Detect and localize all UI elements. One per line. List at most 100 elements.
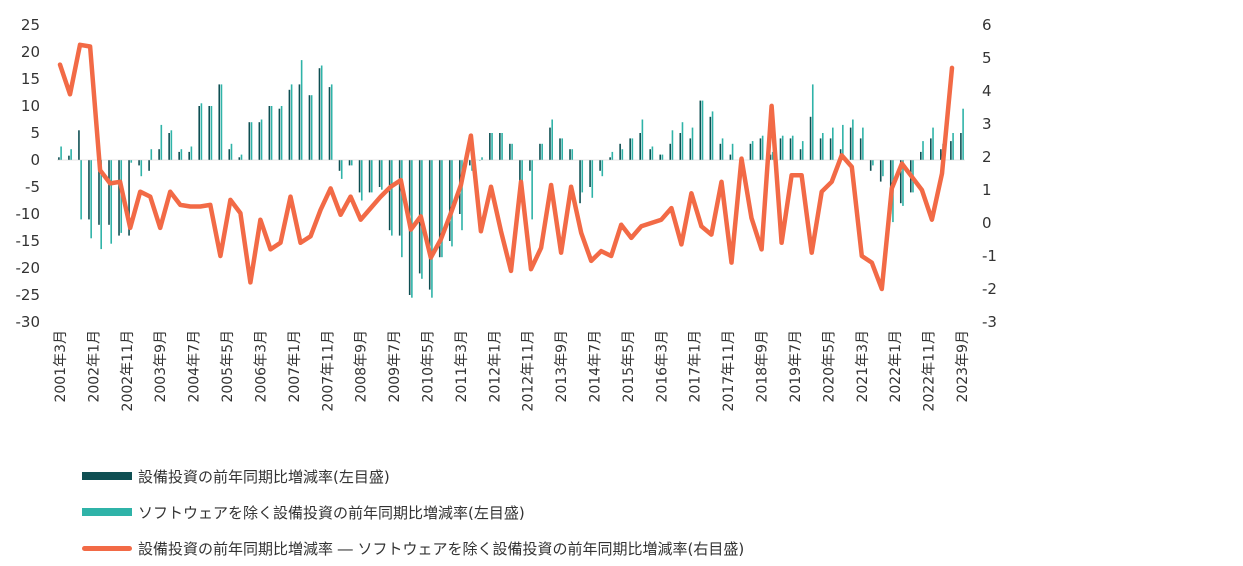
capex-ex-software-bar-74: [801, 141, 804, 160]
capex-ex-software-bar-59: [651, 146, 654, 160]
left-axis-ticks: 25 20 15 10 5 0 -5 -10 -15 -20 -25 -30: [16, 16, 41, 331]
capex-ex-software-bar-7: [130, 160, 133, 163]
capex-ex-software-bar-27: [330, 84, 333, 160]
capex-bar-73: [789, 138, 792, 160]
x-tick-label: 2015年5月: [621, 330, 637, 403]
left-tick-label: -5: [25, 178, 40, 196]
capex-bar-51: [569, 149, 571, 160]
x-tick-label: 2007年11月: [320, 330, 336, 411]
capex-bar-84: [899, 160, 902, 204]
x-tick-label: 2018年9月: [755, 330, 771, 403]
capex-bar-74: [799, 149, 802, 160]
capex-bar-9: [148, 160, 150, 171]
capex-bar-33: [388, 160, 391, 231]
capex-ex-software-bar-19: [250, 122, 253, 160]
x-tick-label: 2012年11月: [521, 330, 537, 411]
x-tick-label: 2023年9月: [955, 330, 971, 403]
capex-ex-software-bar-52: [581, 160, 584, 193]
left-tick-label: 5: [30, 124, 40, 142]
capex-ex-software-bar-46: [521, 160, 523, 187]
capex-bar-66: [719, 143, 722, 160]
capex-ex-software-bar-18: [240, 154, 243, 160]
capex-ex-software-bar-20: [260, 119, 263, 160]
left-tick-label: 0: [30, 151, 40, 169]
capex-ex-software-bar-48: [541, 143, 543, 160]
capex-ex-software-bar-16: [220, 84, 223, 160]
capex-ex-software-bar-63: [691, 127, 694, 160]
capex-ex-software-bar-67: [731, 143, 734, 160]
x-tick-label: 2002年11月: [120, 330, 136, 411]
capex-bar-3: [88, 160, 90, 220]
capex-bar-56: [619, 143, 621, 160]
capex-bar-10: [158, 149, 160, 160]
x-tick-label: 2004年7月: [187, 330, 203, 403]
capex-ex-software-bar-9: [150, 149, 153, 160]
right-tick-label: 4: [982, 82, 992, 100]
capex-bar-58: [639, 133, 641, 160]
capex-ex-software-bar-47: [531, 160, 533, 220]
capex-bar-65: [709, 116, 712, 160]
capex-bar-72: [779, 138, 782, 160]
capex-bar-81: [869, 160, 872, 171]
capex-ex-software-bar-13: [190, 146, 193, 160]
capex-ex-software-bar-70: [761, 135, 764, 160]
capex-ex-software-bar-26: [320, 65, 323, 160]
capex-bar-62: [679, 133, 682, 160]
capex-ex-software-bar-62: [681, 122, 684, 160]
capex-ex-software-bar-87: [932, 127, 934, 160]
capex-bar-6: [118, 160, 120, 236]
capex-bar-79: [849, 127, 852, 160]
capex-ex-software-bar-37: [431, 160, 433, 298]
capex-ex-software-bar-40: [461, 160, 463, 231]
x-tick-label: 2009年7月: [387, 330, 403, 403]
capex-ex-software-bar-65: [711, 111, 714, 160]
capex-ex-software-bar-61: [671, 130, 674, 160]
capex-ex-software-bar-34: [401, 160, 403, 258]
capex-bar-76: [819, 138, 822, 160]
capex-bar-52: [579, 160, 581, 204]
x-tick-label: 2019年7月: [788, 330, 804, 403]
left-tick-label: -25: [16, 286, 41, 304]
x-tick-label: 2006年3月: [253, 330, 269, 403]
right-tick-label: 6: [982, 16, 992, 34]
capex-bar-43: [489, 133, 491, 160]
capex-ex-software-bar-82: [882, 160, 884, 177]
capex-bar-69: [749, 143, 752, 160]
left-tick-label: -20: [16, 259, 41, 277]
capex-bar-11: [168, 133, 170, 160]
capex-ex-software-bar-90: [962, 108, 964, 160]
capex-ex-software-bar-58: [641, 119, 644, 160]
capex-ex-software-bar-77: [832, 127, 834, 160]
capex-ex-software-bar-42: [481, 157, 483, 160]
capex-bar-71: [769, 154, 772, 160]
capex-bar-16: [218, 84, 221, 160]
capex-bar-39: [448, 160, 451, 241]
capex-bar-17: [228, 149, 231, 160]
capex-bar-70: [759, 138, 762, 160]
capex-bar-30: [358, 160, 361, 193]
legend: 設備投資の前年同期比増減率(左目盛) ソフトウェアを除く設備投資の前年同期比増減…: [82, 458, 744, 566]
x-tick-label: 2013年9月: [554, 330, 570, 403]
legend-swatch-capex-ex-software: [82, 508, 132, 516]
capex-ex-software-bar-76: [821, 133, 824, 160]
x-tick-label: 2003年9月: [153, 330, 169, 403]
capex-bar-46: [519, 160, 521, 182]
capex-ex-software-bar-31: [370, 160, 373, 193]
capex-ex-software-bar-75: [811, 84, 814, 160]
right-tick-label: -2: [982, 280, 997, 298]
x-tick-label: 2016年3月: [654, 330, 670, 403]
capex-bar-67: [729, 154, 732, 160]
capex-bar-23: [288, 89, 291, 160]
capex-bar-20: [258, 122, 261, 160]
capex-bar-75: [809, 116, 812, 160]
capex-ex-software-bar-10: [160, 124, 163, 160]
capex-bar-38: [438, 160, 441, 258]
capex-ex-software-bar-45: [511, 143, 513, 160]
x-axis-ticks: 2001年3月 2002年1月 2002年11月 2003年9月 2004年7月 2005…: [53, 330, 971, 411]
capex-bar-34: [398, 160, 401, 236]
capex-ex-software-bar-84: [902, 160, 904, 206]
capex-ex-software-bar-81: [872, 160, 874, 166]
capex-ex-software-bar-60: [661, 154, 664, 160]
capex-ex-software-bar-43: [491, 133, 493, 160]
x-tick-label: 2012年1月: [487, 330, 503, 403]
